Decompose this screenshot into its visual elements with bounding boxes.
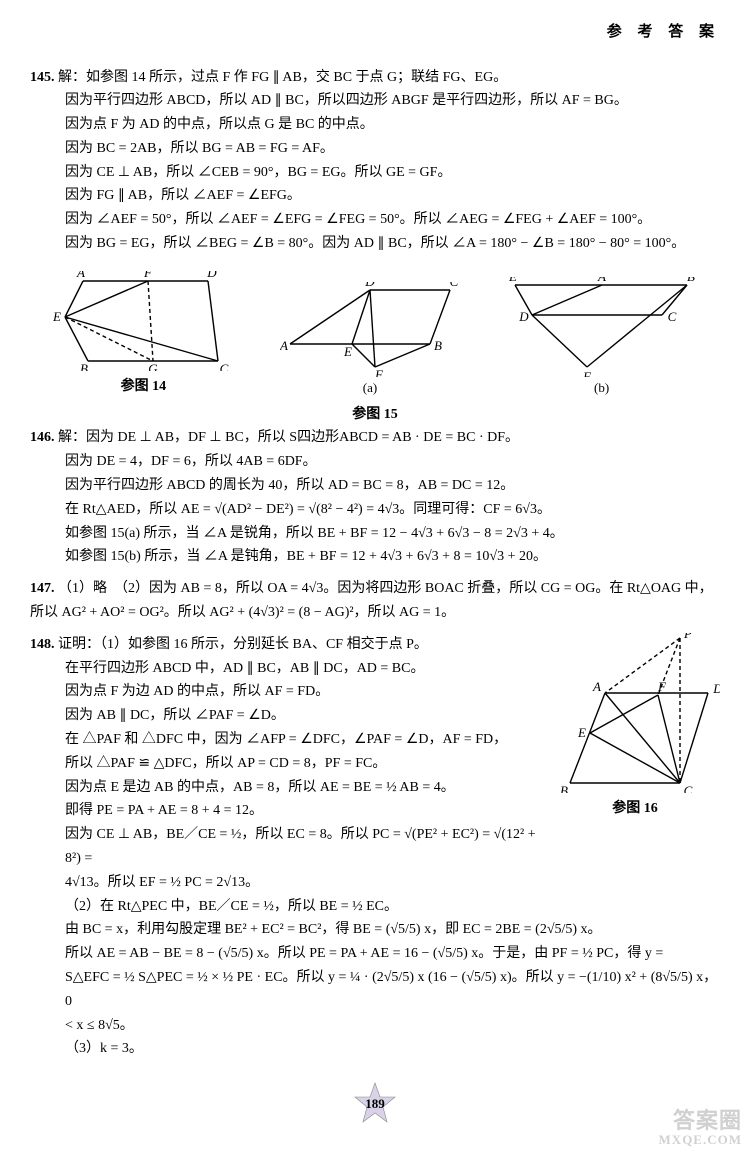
svg-text:B: B <box>560 783 568 793</box>
svg-text:A: A <box>592 679 601 694</box>
svg-text:F: F <box>374 367 384 377</box>
svg-text:F: F <box>657 679 667 694</box>
problem-line: 因为 CE ⊥ AB，BE／CE = ½，所以 EC = 8。所以 PC = √… <box>30 823 720 871</box>
problem-line: 证明：（1）如参图 16 所示，分别延长 BA、CF 相交于点 P。 <box>58 637 428 652</box>
problem-number: 145. <box>30 70 55 85</box>
svg-text:D: D <box>518 309 529 324</box>
problem-line: 如参图 15(a) 所示，当 ∠A 是锐角，所以 BE + BF = 12 − … <box>30 522 720 546</box>
problem-line: 解：因为 DE ⊥ AB，DF ⊥ BC，所以 S四边形ABCD = AB · … <box>58 430 519 445</box>
figure-sublabel: (a) <box>280 377 460 399</box>
problem-line: （3）k = 3。 <box>30 1037 720 1061</box>
svg-text:F: F <box>143 271 153 280</box>
problem-147: 147. （1）略 （2）因为 AB = 8，所以 OA = 4√3。因为将四边… <box>30 577 720 625</box>
problem-line: < x ≤ 8√5。 <box>30 1014 720 1038</box>
svg-text:B: B <box>434 338 442 353</box>
problem-number: 148. <box>30 637 55 652</box>
svg-text:A: A <box>597 277 606 284</box>
svg-text:E: E <box>343 344 352 359</box>
figure-row: A F D E B G C 参图 14 D C A E B F (a) E A B D C F (b) <box>30 271 720 399</box>
problem-148: P A F D E B C 参图 16 148. 证明：（1）如参图 16 所示，分别延长 … <box>30 633 720 1061</box>
svg-text:C: C <box>667 309 676 324</box>
problem-number: 146. <box>30 430 55 445</box>
figure-15b: E A B D C F (b) <box>507 277 697 399</box>
svg-text:D: D <box>364 282 375 289</box>
svg-text:E: E <box>577 725 586 740</box>
figure-16: P A F D E B C 参图 16 <box>550 633 720 821</box>
svg-text:F: F <box>582 369 592 377</box>
figure-label: 参图 14 <box>53 375 233 399</box>
figure-15a: D C A E B F (a) <box>280 282 460 399</box>
svg-text:E: E <box>508 277 517 284</box>
problem-line: 因为 BG = EG，所以 ∠BEG = ∠B = 80°。因为 AD ∥ BC… <box>30 232 720 256</box>
svg-text:G: G <box>149 361 159 371</box>
problem-line: 在 Rt△AED，所以 AE = √(AD² − DE²) = √(8² − 4… <box>30 498 720 522</box>
svg-text:D: D <box>712 681 720 696</box>
problem-145: 145. 解：如参图 14 所示，过点 F 作 FG ∥ AB，交 BC 于点 … <box>30 66 720 256</box>
problem-line: 因为平行四边形 ABCD 的周长为 40，所以 AD = BC = 8，AB =… <box>30 474 720 498</box>
problem-line: 因为 DE = 4，DF = 6，所以 4AB = 6DF。 <box>30 450 720 474</box>
problem-line: S△EFC = ½ S△PEC = ½ × ½ PE · EC。所以 y = ¼… <box>30 966 720 1014</box>
page-header: 参 考 答 案 <box>30 20 720 46</box>
problem-line: 因为 BC = 2AB，所以 BG = AB = FG = AF。 <box>30 137 720 161</box>
problem-line: 因为 ∠AEF = 50°，所以 ∠AEF = ∠EFG = ∠FEG = 50… <box>30 208 720 232</box>
page-number: 189 <box>30 1081 720 1125</box>
svg-text:A: A <box>280 338 288 353</box>
figure-label: 参图 15 <box>30 403 720 427</box>
problem-line: 解：如参图 14 所示，过点 F 作 FG ∥ AB，交 BC 于点 G；联结 … <box>58 70 507 85</box>
problem-line: （1）略 （2）因为 AB = 8，所以 OA = 4√3。因为将四边形 BOA… <box>30 581 713 620</box>
problem-line: 因为 FG ∥ AB，所以 ∠AEF = ∠EFG。 <box>30 184 720 208</box>
svg-text:C: C <box>684 783 693 793</box>
problem-line: 如参图 15(b) 所示，当 ∠A 是钝角，BE + BF = 12 + 4√3… <box>30 545 720 569</box>
watermark-small: MXQE.COM <box>659 1133 742 1147</box>
problem-line: 4√13。所以 EF = ½ PC = 2√13。 <box>30 871 720 895</box>
svg-text:B: B <box>80 361 88 371</box>
star-icon: 189 <box>353 1081 397 1125</box>
page-number-text: 189 <box>365 1096 385 1111</box>
problem-line: （2）在 Rt△PEC 中，BE／CE = ½，所以 BE = ½ EC。 <box>30 895 720 919</box>
problem-146: 146. 解：因为 DE ⊥ AB，DF ⊥ BC，所以 S四边形ABCD = … <box>30 426 720 569</box>
figure-sublabel: (b) <box>507 377 697 399</box>
problem-line: 所以 AE = AB − BE = 8 − (√5/5) x。所以 PE = P… <box>30 942 720 966</box>
problem-number: 147. <box>30 581 55 596</box>
problem-line: 由 BC = x，利用勾股定理 BE² + EC² = BC²，得 BE = (… <box>30 918 720 942</box>
problem-line: 因为点 F 为 AD 的中点，所以点 G 是 BC 的中点。 <box>30 113 720 137</box>
svg-text:B: B <box>687 277 695 284</box>
figure-14: A F D E B G C 参图 14 <box>53 271 233 399</box>
figure-label: 参图 16 <box>550 797 720 821</box>
svg-text:C: C <box>220 361 229 371</box>
problem-line: 因为平行四边形 ABCD，所以 AD ∥ BC，所以四边形 ABGF 是平行四边… <box>30 89 720 113</box>
problem-line: 因为 CE ⊥ AB，所以 ∠CEB = 90°，BG = EG。所以 GE =… <box>30 161 720 185</box>
svg-text:E: E <box>53 309 61 324</box>
svg-text:C: C <box>450 282 459 289</box>
svg-text:D: D <box>207 271 218 280</box>
svg-text:P: P <box>683 633 692 641</box>
svg-text:A: A <box>76 271 85 280</box>
